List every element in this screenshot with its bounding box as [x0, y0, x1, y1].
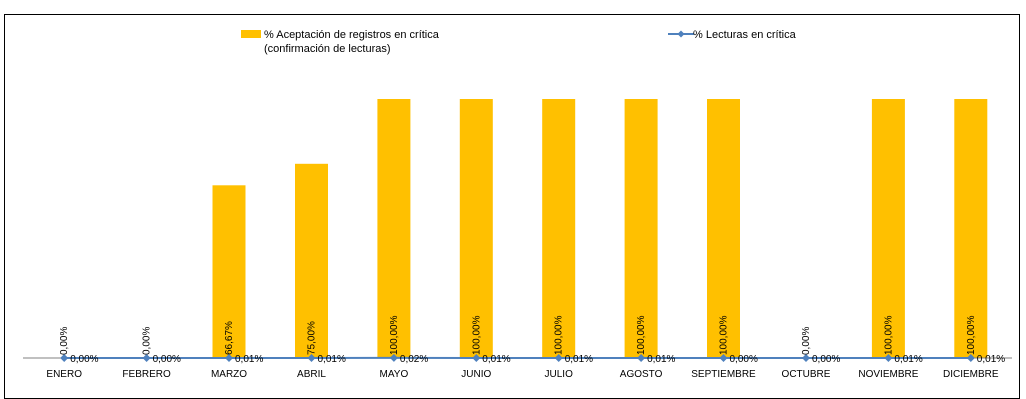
bar-data-label: 100,00%: [554, 315, 565, 355]
line-data-label: 0,01%: [482, 354, 510, 365]
bar-data-label: 100,00%: [883, 315, 894, 355]
line-data-label: 0,00%: [70, 354, 98, 365]
line-data-label: 0,02%: [400, 354, 428, 365]
x-tick-label: FEBRERO: [122, 369, 171, 380]
bar: [624, 99, 658, 358]
line-point: [884, 354, 893, 362]
line-point: [307, 354, 316, 362]
bar-data-label: 100,00%: [471, 315, 482, 355]
x-tick-label: JUNIO: [461, 369, 491, 380]
legend-label-line: % Lecturas en crítica: [693, 29, 797, 41]
x-tick-label: OCTUBRE: [782, 369, 831, 380]
legend-label-bars-line2: (confirmación de lecturas): [264, 43, 391, 55]
x-tick-label: NOVIEMBRE: [858, 369, 918, 380]
line-point: [225, 354, 233, 362]
line-point: [966, 354, 975, 362]
legend-label-bars-line1: % Aceptación de registros en crítica: [264, 29, 440, 41]
line-point: [554, 354, 563, 362]
line-point: [389, 353, 398, 362]
legend-swatch-bars: [241, 30, 261, 38]
bar: [542, 99, 576, 358]
bar-data-label: 100,00%: [389, 315, 400, 355]
bar: [459, 99, 493, 358]
x-tick-label: MAYO: [380, 369, 409, 380]
line-point: [60, 354, 69, 362]
x-tick-label: AGOSTO: [620, 369, 663, 380]
line-data-label: 0,01%: [977, 354, 1005, 365]
bar-data-label: 0,00%: [801, 327, 812, 355]
bar-data-label: 100,00%: [966, 315, 977, 355]
line-point: [142, 354, 151, 362]
line-data-label: 0,00%: [730, 354, 758, 365]
line-data-label: 0,00%: [812, 354, 840, 365]
x-tick-label: JULIO: [545, 369, 574, 380]
line-point: [719, 354, 728, 362]
line-point: [637, 354, 646, 362]
legend: % Aceptación de registros en crítica (co…: [241, 29, 797, 55]
chart-border: [4, 14, 1020, 399]
bar: [954, 99, 988, 358]
bar-data-label: 0,00%: [59, 327, 70, 355]
bar-data-label: 100,00%: [719, 315, 730, 355]
bar: [871, 99, 905, 358]
x-tick-label: ABRIL: [297, 369, 326, 380]
legend-swatch-marker: [677, 30, 685, 38]
bar: [707, 99, 740, 358]
bar-data-label: 66,67%: [224, 321, 235, 355]
bar: [212, 185, 246, 358]
x-tick-label: MARZO: [211, 369, 247, 380]
legend-item-line: % Lecturas en crítica: [668, 29, 797, 41]
legend-item-bars: % Aceptación de registros en crítica (co…: [241, 29, 440, 55]
bar-data-label: 0,00%: [142, 327, 153, 355]
line-data-label: 0,00%: [153, 354, 181, 365]
bar-data-label: 75,00%: [307, 321, 318, 355]
bar: [295, 163, 328, 359]
line-data-label: 0,01%: [235, 354, 263, 365]
x-tick-label: ENERO: [46, 369, 82, 380]
line-data-label: 0,01%: [647, 354, 675, 365]
plot-area: 0,00% 0,00% 66,67% 75,00% 100,00% 100,00% 100,…: [23, 99, 1012, 380]
x-tick-label: SEPTIEMBRE: [691, 369, 756, 380]
bar: [377, 99, 411, 358]
line-point: [802, 354, 810, 362]
bar-data-label: 100,00%: [636, 315, 647, 355]
line-data-label: 0,01%: [565, 354, 593, 365]
x-tick-label: DICIEMBRE: [943, 369, 999, 380]
line-data-label: 0,01%: [318, 354, 346, 365]
line-data-label: 0,01%: [894, 354, 922, 365]
line-point: [472, 354, 481, 362]
